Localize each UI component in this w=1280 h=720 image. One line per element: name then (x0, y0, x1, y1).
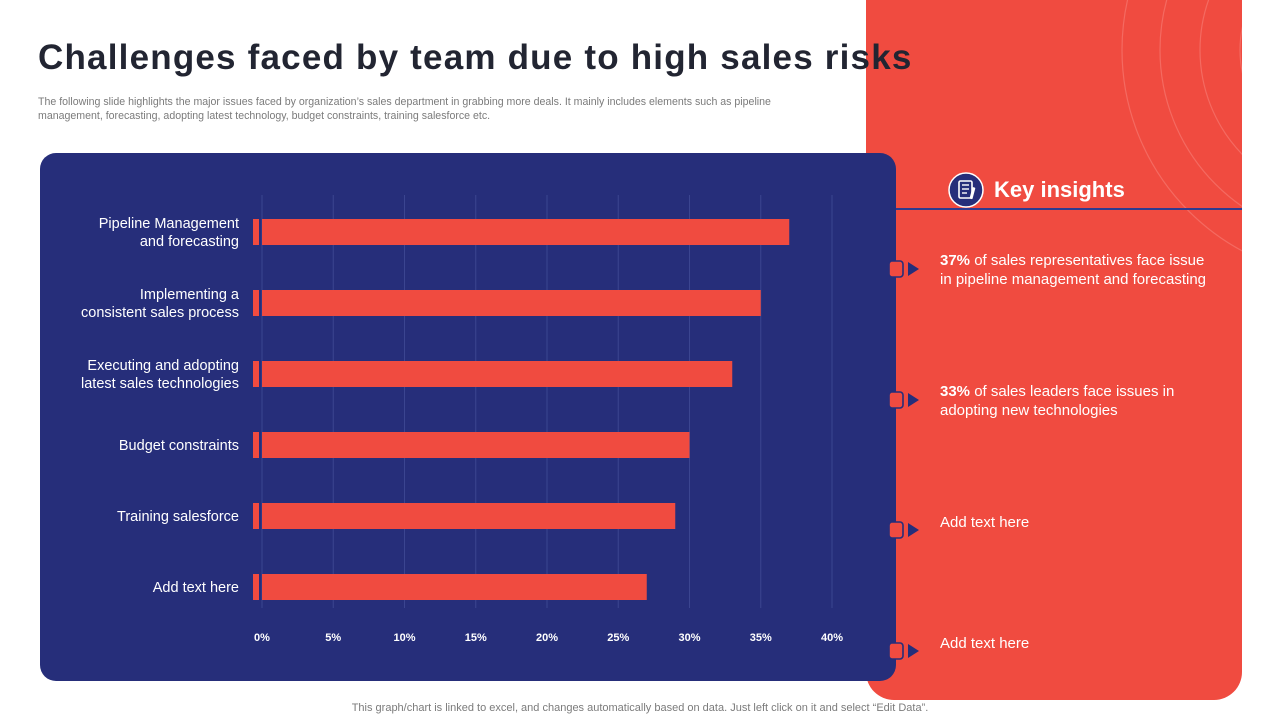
tick-label: 30% (678, 632, 700, 644)
key-insights-divider (896, 208, 1242, 210)
tick-label: 10% (393, 632, 415, 644)
bar (262, 574, 647, 600)
category-label: Add text here (153, 580, 239, 596)
tick-label: 5% (325, 632, 341, 644)
decorative-circles (1121, 0, 1242, 252)
category-label: Pipeline Management (99, 216, 239, 232)
arrow-marker-icon (888, 391, 919, 409)
tick-label: 25% (607, 632, 629, 644)
category-label: consistent sales process (81, 305, 239, 321)
insight-body: of sales leaders face issues in adopting… (940, 383, 1175, 419)
page-title: Challenges faced by team due to high sal… (38, 38, 913, 77)
bar (262, 290, 761, 316)
category-label: latest sales technologies (81, 376, 239, 392)
bar (262, 361, 733, 387)
category-label: Budget constraints (119, 438, 239, 454)
bar-stub (253, 503, 259, 529)
tick-label: 40% (821, 632, 843, 644)
insight-body: Add text here (940, 635, 1030, 652)
category-label: Executing and adopting (87, 358, 239, 374)
arrow-marker-icon (888, 260, 919, 278)
bar-stub (253, 574, 259, 600)
tick-label: 0% (254, 632, 270, 644)
category-label: Training salesforce (117, 509, 239, 525)
insight-text: 33% of sales leaders face issues in adop… (940, 382, 1210, 420)
bar-stub (253, 361, 259, 387)
insight-text: Add text here (940, 513, 1210, 532)
bar-chart[interactable]: Pipeline Management and forecasting Implem… (40, 153, 896, 681)
insight-body: Add text here (940, 514, 1030, 531)
insight-text: Add text here (940, 634, 1210, 653)
tick-label: 20% (536, 632, 558, 644)
bar (262, 219, 790, 245)
tick-label: 35% (750, 632, 772, 644)
chart-container[interactable]: Pipeline Management and forecasting Implem… (40, 153, 896, 681)
insight-text: 37% of sales representatives face issue … (940, 251, 1210, 289)
category-label: and forecasting (140, 234, 239, 250)
page-subtitle: The following slide highlights the major… (38, 96, 771, 122)
insight-body: of sales representatives face issue in p… (940, 252, 1207, 288)
tick-label: 15% (465, 632, 487, 644)
footer-note: This graph/chart is linked to excel, and… (351, 702, 929, 714)
notes-icon (948, 172, 984, 208)
insights-panel (866, 0, 1242, 700)
bar-stub (253, 432, 259, 458)
arrow-marker-icon (888, 642, 919, 660)
insight-highlight: 37% (940, 252, 971, 269)
insight-highlight: 33% (940, 383, 971, 400)
bar (262, 503, 676, 529)
bar-stub (253, 219, 259, 245)
bar (262, 432, 690, 458)
bar-stub (253, 290, 259, 316)
key-insights-title: Key insights (994, 177, 1125, 202)
arrow-marker-icon (888, 521, 919, 539)
category-label: Implementing a (140, 287, 240, 303)
